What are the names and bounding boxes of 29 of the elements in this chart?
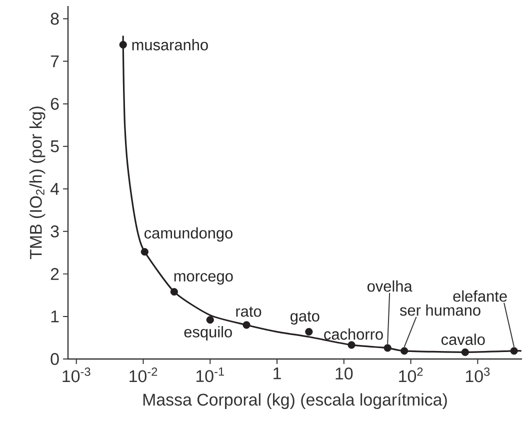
y-tick-label: 0 <box>50 353 59 365</box>
y-tick-label: 6 <box>50 98 59 110</box>
annotation: cavalo <box>441 334 485 345</box>
annotation: esquilo <box>184 326 232 340</box>
x-tick-label: 10$^{2}$ <box>399 368 423 382</box>
annotation: rato <box>236 306 262 317</box>
x-tick-label: 10$^{-1}$ <box>196 368 224 382</box>
x-tick-label: 10$^{3}$ <box>466 368 490 382</box>
annotation: ser humano <box>400 304 480 316</box>
x-tick-label: 1 <box>274 368 281 380</box>
y-tick-label: 3 <box>50 225 59 238</box>
annotation: morcego <box>174 273 233 285</box>
annotation: musaranho <box>132 39 208 50</box>
annotation: ovelha <box>367 280 412 292</box>
y-tick-label: 7 <box>50 55 59 68</box>
y-tick-label: 2 <box>50 268 59 280</box>
x-tick-label: 10 <box>336 368 353 380</box>
y-axis-title: TMB (IO$_{2}$/h) (por kg) <box>29 106 46 260</box>
annotation: camundongo <box>144 227 232 242</box>
x-tick-label: 10$^{-2}$ <box>130 368 158 382</box>
annotation: gato <box>290 311 320 325</box>
x-tick-label: 10$^{-3}$ <box>62 368 90 382</box>
annotation: elefante <box>453 290 507 302</box>
y-tick-label: 4 <box>50 183 59 195</box>
y-tick-label: 5 <box>50 140 59 152</box>
y-tick-label: 8 <box>50 12 59 25</box>
annotation: cachorro <box>324 328 383 340</box>
x-axis-title: Massa Corporal (kg) (escala logarítmica) <box>143 393 447 410</box>
y-tick-label: 1 <box>51 310 59 322</box>
